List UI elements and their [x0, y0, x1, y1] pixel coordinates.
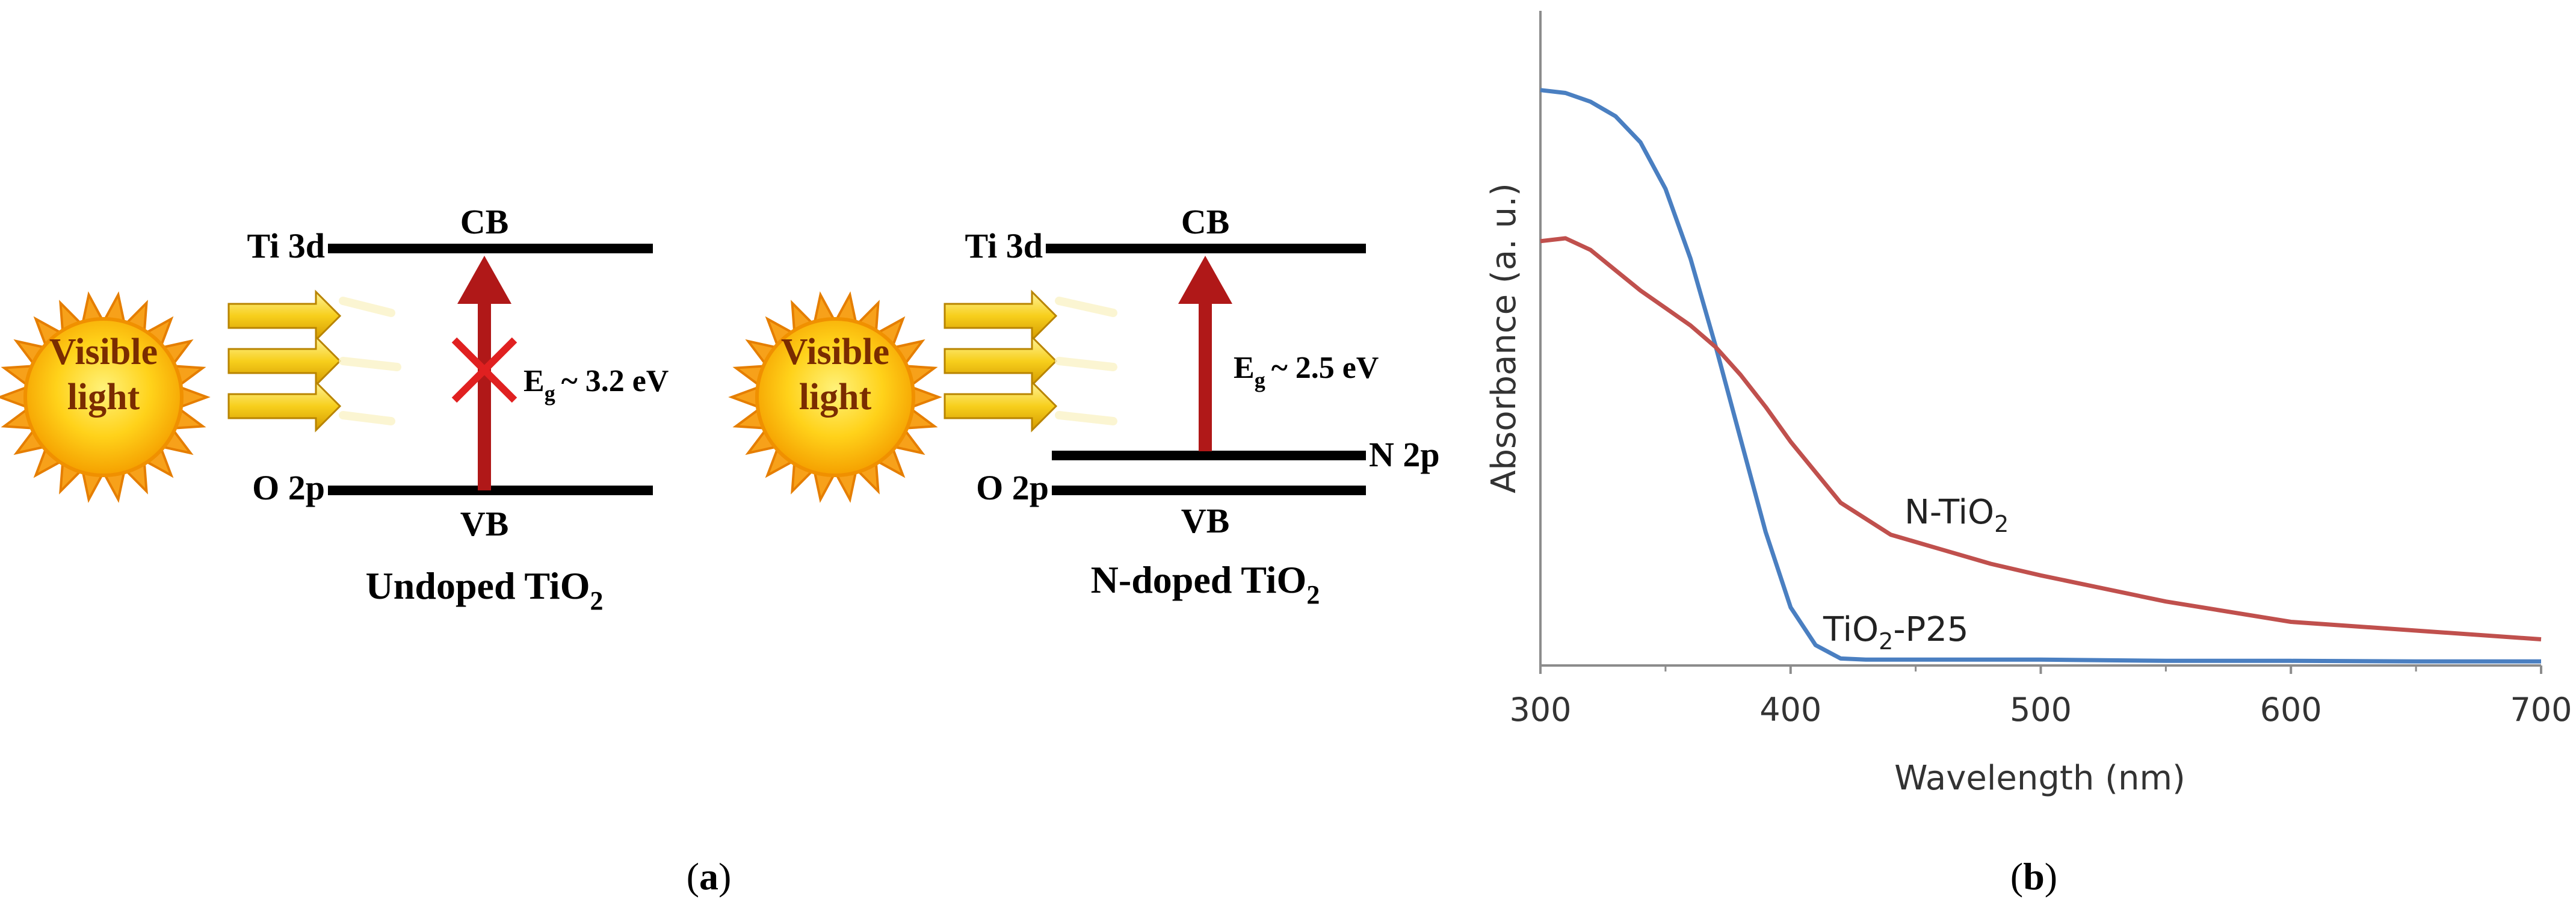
beam-arrow	[944, 335, 1058, 387]
sun-label-line1: Visible	[49, 332, 158, 372]
undoped-diagram: Visible light CB VB Ti 3d O 2p Eg ~ 3.2 e…	[0, 202, 669, 616]
beam-arrow	[944, 289, 1058, 342]
series-line-n-tio2	[1540, 236, 2542, 641]
series-label-tio2-p25: TiO2-P25	[1823, 610, 1969, 655]
band-gap-label: Eg ~ 2.5 eV	[1234, 351, 1379, 392]
series-label-n-tio2: N-TiO2	[1904, 493, 2009, 537]
vb-label: VB	[460, 504, 509, 543]
excitation-arrow	[1178, 256, 1232, 451]
sun-label-line1: Visible	[781, 332, 889, 372]
n-2p-label: N 2p	[1369, 435, 1440, 474]
light-beams	[944, 289, 1117, 433]
ti-3d-label: Ti 3d	[965, 226, 1043, 265]
series-line-tio2-p25	[1540, 88, 2541, 664]
beam-arrow	[227, 335, 342, 387]
undoped-title: Undoped TiO2	[366, 564, 604, 616]
n-doped-diagram: Visible light CB VB Ti 3d O 2p N 2p Eg ~ …	[728, 202, 1440, 610]
beam-arrow	[227, 289, 342, 342]
band-gap-label: Eg ~ 3.2 eV	[524, 364, 669, 406]
ti-3d-label: Ti 3d	[247, 226, 325, 265]
beam-arrow	[944, 380, 1058, 433]
sun-label-line2: light	[67, 377, 140, 418]
x-tick-label: 300	[1509, 691, 1571, 729]
sun-icon: Visible light	[728, 291, 942, 503]
sun-icon: Visible light	[0, 291, 211, 503]
x-ticks: 300 400 500 600 700	[1509, 665, 2572, 729]
caption-a: (a)	[687, 855, 732, 898]
sun-label-line2: light	[799, 377, 872, 418]
o-2p-label: O 2p	[252, 468, 325, 507]
beam-arrow	[227, 380, 342, 433]
blocked-cross-icon	[451, 337, 517, 403]
o-2p-label: O 2p	[976, 468, 1049, 507]
absorbance-chart: 300 400 500 600 700 Wavelength (nm) Absorban…	[1484, 11, 2572, 798]
vb-label: VB	[1181, 501, 1230, 540]
light-beams	[227, 289, 401, 433]
x-axis-label: Wavelength (nm)	[1894, 759, 2185, 798]
cb-label: CB	[1181, 202, 1230, 241]
y-axis-label: Absorbance (a. u.)	[1484, 183, 1524, 493]
cb-label: CB	[460, 202, 509, 241]
series-lines	[1540, 88, 2542, 664]
x-tick-label: 500	[2010, 691, 2072, 729]
x-tick-label: 600	[2260, 691, 2322, 729]
excitation-arrow	[457, 256, 511, 490]
n-doped-title: N-doped TiO2	[1091, 558, 1320, 610]
x-tick-label: 400	[1759, 691, 1821, 729]
caption-b: (b)	[2010, 855, 2057, 898]
x-tick-label: 700	[2510, 691, 2572, 729]
